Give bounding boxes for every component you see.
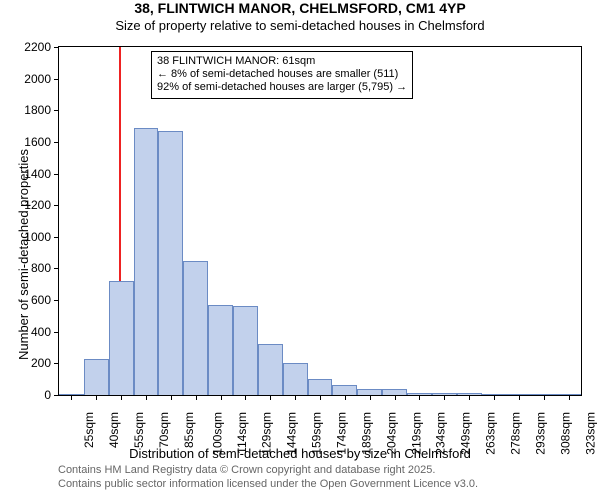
y-tick-label: 400	[31, 325, 51, 339]
x-tick-mark	[295, 395, 296, 400]
x-tick-mark	[270, 395, 271, 400]
plot-area: 38 FLINTWICH MANOR: 61sqm← 8% of semi-de…	[58, 46, 582, 396]
chart-title: 38, FLINTWICH MANOR, CHELMSFORD, CM1 4YP	[0, 0, 600, 18]
x-tick-label: 85sqm	[182, 412, 196, 448]
x-tick-mark	[469, 395, 470, 400]
x-tick-mark	[71, 395, 72, 400]
x-tick-mark	[196, 395, 197, 400]
y-tick-mark	[54, 237, 59, 238]
chart-subtitle: Size of property relative to semi-detach…	[0, 18, 600, 34]
y-tick-label: 1600	[24, 135, 51, 149]
y-tick-label: 600	[31, 293, 51, 307]
x-tick-mark	[345, 395, 346, 400]
attribution-line: Contains HM Land Registry data © Crown c…	[58, 464, 478, 478]
x-tick-label: 25sqm	[82, 412, 96, 448]
y-tick-label: 0	[44, 388, 51, 402]
x-axis-title: Distribution of semi-detached houses by …	[0, 446, 600, 461]
y-axis-title: Number of semi-detached properties	[16, 149, 31, 360]
y-tick-label: 200	[31, 356, 51, 370]
x-tick-mark	[419, 395, 420, 400]
annotation-line: 38 FLINTWICH MANOR: 61sqm	[157, 55, 407, 68]
y-tick-mark	[54, 300, 59, 301]
histogram-bar	[109, 281, 134, 395]
annotation-line: 92% of semi-detached houses are larger (…	[157, 81, 407, 94]
y-tick-label: 1800	[24, 103, 51, 117]
x-tick-mark	[320, 395, 321, 400]
x-tick-mark	[370, 395, 371, 400]
histogram-bar	[332, 385, 357, 395]
histogram-bar	[134, 128, 159, 395]
histogram-bar	[158, 131, 183, 395]
x-tick-mark	[245, 395, 246, 400]
attribution-line: Contains public sector information licen…	[58, 478, 478, 492]
histogram-bar	[283, 363, 308, 395]
y-tick-mark	[54, 395, 59, 396]
x-tick-mark	[395, 395, 396, 400]
x-tick-mark	[96, 395, 97, 400]
y-tick-mark	[54, 363, 59, 364]
y-tick-label: 2000	[24, 72, 51, 86]
y-tick-mark	[54, 142, 59, 143]
histogram-bar	[183, 261, 208, 395]
x-tick-mark	[221, 395, 222, 400]
y-tick-label: 2200	[24, 40, 51, 54]
x-tick-mark	[444, 395, 445, 400]
chart-container: 38, FLINTWICH MANOR, CHELMSFORD, CM1 4YP…	[0, 0, 600, 500]
x-tick-mark	[569, 395, 570, 400]
annotation-box: 38 FLINTWICH MANOR: 61sqm← 8% of semi-de…	[151, 51, 413, 99]
histogram-bar	[258, 344, 283, 395]
histogram-bar	[208, 305, 233, 395]
y-tick-mark	[54, 47, 59, 48]
annotation-line: ← 8% of semi-detached houses are smaller…	[157, 68, 407, 81]
y-tick-mark	[54, 174, 59, 175]
x-tick-label: 55sqm	[132, 412, 146, 448]
y-tick-label: 800	[31, 261, 51, 275]
y-tick-mark	[54, 332, 59, 333]
y-tick-mark	[54, 79, 59, 80]
y-tick-mark	[54, 205, 59, 206]
x-tick-mark	[544, 395, 545, 400]
histogram-bar	[84, 359, 109, 395]
x-tick-mark	[494, 395, 495, 400]
attribution-text: Contains HM Land Registry data © Crown c…	[58, 464, 478, 492]
x-tick-mark	[121, 395, 122, 400]
y-tick-mark	[54, 268, 59, 269]
y-tick-mark	[54, 110, 59, 111]
x-tick-label: 40sqm	[107, 412, 121, 448]
x-tick-mark	[171, 395, 172, 400]
histogram-bar	[233, 306, 258, 395]
histogram-bar	[308, 379, 333, 395]
x-tick-mark	[146, 395, 147, 400]
x-tick-mark	[519, 395, 520, 400]
x-tick-label: 70sqm	[157, 412, 171, 448]
